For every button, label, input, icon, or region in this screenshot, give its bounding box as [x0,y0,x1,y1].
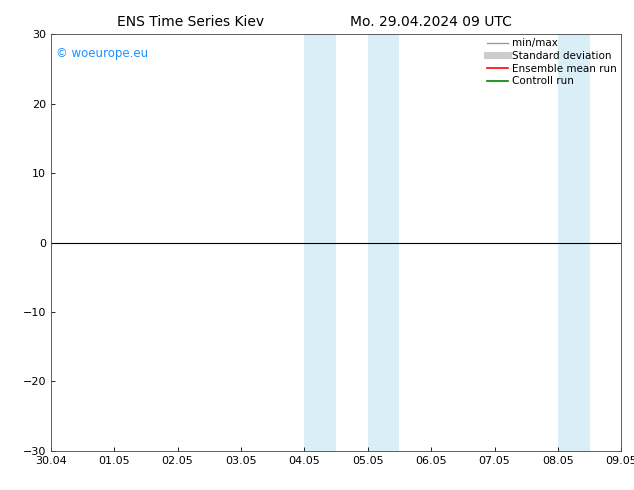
Bar [558,34,590,451]
Legend: min/max, Standard deviation, Ensemble mean run, Controll run: min/max, Standard deviation, Ensemble me… [485,36,619,88]
Bar [304,34,336,451]
Bar [621,34,634,451]
Bar [368,34,399,451]
Text: © woeurope.eu: © woeurope.eu [56,47,148,60]
Text: Mo. 29.04.2024 09 UTC: Mo. 29.04.2024 09 UTC [350,15,512,29]
Text: ENS Time Series Kiev: ENS Time Series Kiev [117,15,264,29]
